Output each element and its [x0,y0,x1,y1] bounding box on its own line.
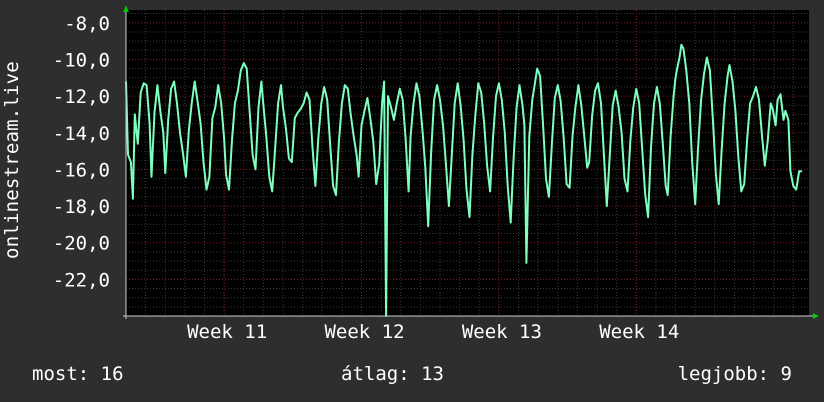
y-tick-label: -18,0 [53,196,110,218]
y-tick-label: -14,0 [53,123,110,145]
x-tick-labels: Week 11 Week 12 Week 13 Week 14 [187,321,679,343]
y-tick-label: -12,0 [53,86,110,108]
x-tick-label: Week 12 [324,321,404,343]
chart: -8,0 -10,0 -12,0 -14,0 -16,0 -18,0 -20,0 -22,0 … [0,0,819,343]
y-tick-label: -10,0 [53,49,110,71]
stat-average: átlag: 13 [341,363,444,385]
y-axis-label-text: onlinestream.live [1,61,23,259]
y-tick-label: -8,0 [64,13,110,35]
x-tick-label: Week 13 [462,321,542,343]
y-axis-label: onlinestream.live [0,0,24,320]
y-tick-label: -20,0 [53,233,110,255]
y-tick-label: -22,0 [53,269,110,291]
y-axis-arrow-icon [123,6,129,12]
x-axis-arrow-icon [813,313,819,319]
x-tick-label: Week 14 [599,321,679,343]
stat-current: most: 16 [32,363,124,385]
y-tick-label: -16,0 [53,159,110,181]
chart-plot: -8,0-10,0-12,0-14,0-16,0-18,0-20,0-22,0 … [53,6,819,343]
stat-best: legjobb: 9 [677,363,792,385]
major-grid [126,10,809,316]
y-tick-labels: -8,0 -10,0 -12,0 -14,0 -16,0 -18,0 -20,0 -22,0 [53,13,110,292]
series-line [125,43,803,317]
stats-footer: most: 16 átlag: 13 legjobb: 9 [0,360,824,390]
x-tick-label: Week 11 [187,321,267,343]
